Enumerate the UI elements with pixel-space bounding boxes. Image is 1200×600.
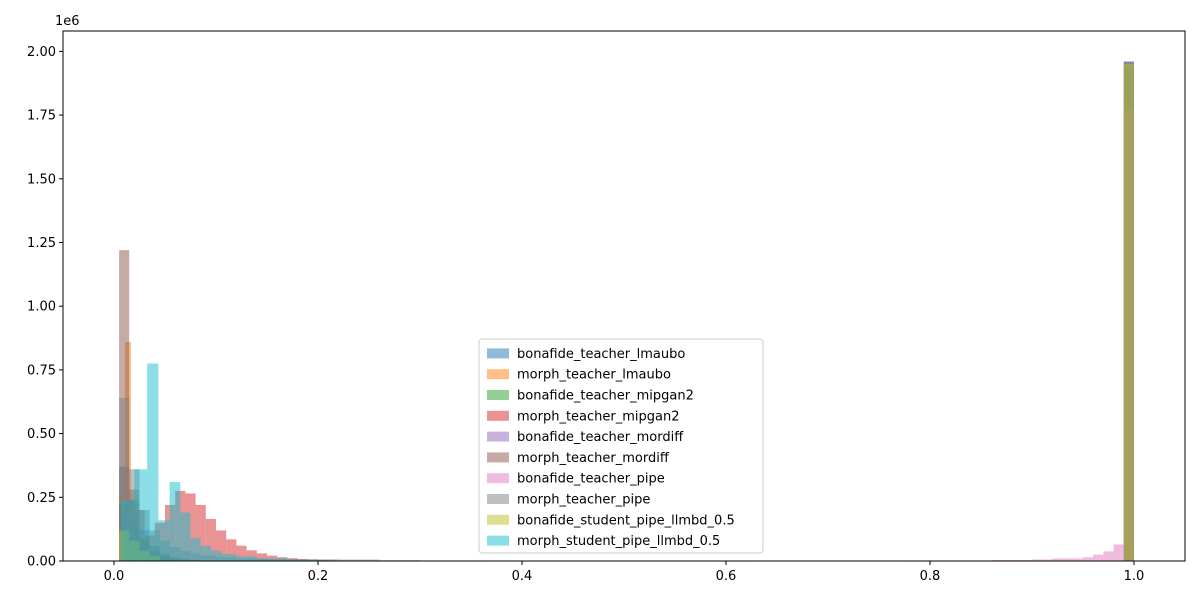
legend-entry: morph_student_pipe_llmbd_0.5 <box>487 534 720 549</box>
histogram-bar <box>195 504 206 561</box>
histogram-bar <box>256 553 267 561</box>
legend-label: morph_teacher_pipe <box>517 493 650 508</box>
legend-swatch <box>487 410 509 421</box>
x-tick-label: 1.0 <box>1124 569 1145 584</box>
legend-entry: bonafide_student_pipe_llmbd_0.5 <box>487 513 735 528</box>
x-axis: 0.0 0.2 0.4 0.6 0.8 1.0 <box>104 561 1145 584</box>
histogram-bar <box>256 558 288 561</box>
histogram-bar <box>1103 551 1114 561</box>
histogram-bar <box>1123 64 1134 562</box>
histogram-bar <box>267 555 278 561</box>
legend-entry: morph_teacher_mordiff <box>487 451 670 466</box>
x-tick-label: 0.4 <box>512 569 533 584</box>
histogram-bar <box>210 550 222 561</box>
legend-swatch <box>487 494 509 504</box>
histogram-bar <box>1093 554 1104 561</box>
legend-swatch <box>487 473 509 484</box>
legend-entry: morph_teacher_pipe <box>487 493 650 508</box>
legend-label: morph_teacher_lmaubo <box>517 368 671 383</box>
histogram-bar <box>287 559 318 561</box>
y-tick-label: 1.75 <box>27 109 56 124</box>
histogram-bar <box>180 512 191 561</box>
histogram-bar <box>158 520 170 561</box>
histogram-bar <box>147 363 159 561</box>
histogram-bar <box>1052 558 1083 561</box>
legend-entry: bonafide_teacher_mipgan2 <box>487 389 694 404</box>
histogram-bar <box>205 518 216 561</box>
legend-label: morph_student_pipe_llmbd_0.5 <box>517 534 720 549</box>
x-tick-label: 0.6 <box>716 569 737 584</box>
legend: bonafide_teacher_lmaubo morph_teacher_lma… <box>478 338 764 554</box>
legend-label: morph_teacher_mipgan2 <box>517 409 680 424</box>
y-tick-label: 1.50 <box>27 172 56 187</box>
legend-entry: bonafide_teacher_pipe <box>487 472 665 487</box>
legend-swatch <box>487 514 509 525</box>
histogram-bar <box>190 538 201 561</box>
histogram-bar <box>169 482 181 561</box>
legend-swatch <box>487 348 509 359</box>
y-axis: 0.00 0.25 0.50 0.75 1.00 1.25 1.50 1.75 2.00 <box>27 45 63 570</box>
legend-swatch <box>487 390 509 400</box>
y-tick-label: 0.25 <box>27 491 56 506</box>
series-morph_student_pipe_llmbd_0.5 <box>121 363 318 561</box>
y-tick-label: 1.25 <box>27 236 56 251</box>
x-tick-label: 0.8 <box>920 569 941 584</box>
bars-layer <box>119 61 1134 562</box>
y-tick-label: 2.00 <box>27 45 56 60</box>
y-tick-label: 0.50 <box>27 427 56 442</box>
legend-swatch <box>487 431 509 442</box>
histogram-bar <box>338 559 380 561</box>
histogram-bar <box>134 469 148 561</box>
legend-label: bonafide_teacher_mipgan2 <box>517 389 694 404</box>
histogram-bar <box>1083 557 1094 561</box>
histogram-bar <box>991 559 1032 561</box>
x-tick-label: 0.2 <box>308 569 329 584</box>
histogram-bar <box>226 539 237 561</box>
histogram-bar <box>121 499 135 561</box>
histogram-bar <box>221 553 237 561</box>
y-axis-scale-label: 1e6 <box>55 14 80 29</box>
y-tick-label: 1.00 <box>27 300 56 315</box>
legend-label: bonafide_student_pipe_llmbd_0.5 <box>517 513 735 528</box>
legend-entry: bonafide_teacher_lmaubo <box>487 347 685 362</box>
x-tick-label: 0.0 <box>104 569 125 584</box>
legend-label: bonafide_teacher_lmaubo <box>517 347 685 362</box>
legend-label: bonafide_teacher_pipe <box>517 472 665 487</box>
legend-swatch <box>487 535 509 546</box>
histogram-bar <box>236 545 247 561</box>
legend-swatch <box>487 369 509 380</box>
plot-frame <box>62 30 1186 562</box>
legend-entry: morph_teacher_lmaubo <box>487 368 671 383</box>
histogram-bar <box>1032 559 1053 561</box>
legend-entry: morph_teacher_mipgan2 <box>487 409 680 424</box>
histogram-bar <box>1113 544 1124 561</box>
histogram-bar <box>236 556 257 561</box>
legend-swatch <box>487 452 509 463</box>
histogram-bar <box>246 550 257 561</box>
legend-label: morph_teacher_mordiff <box>517 451 670 466</box>
y-tick-label: 0.75 <box>27 363 56 378</box>
legend-box <box>478 338 764 554</box>
histogram-bar <box>119 397 130 561</box>
histogram-bar <box>216 530 227 561</box>
legend-label: bonafide_teacher_mordiff <box>517 430 684 445</box>
histogram-bar <box>200 545 211 561</box>
series-bonafide_teacher_pipe <box>726 109 1134 562</box>
legend-entry: bonafide_teacher_mordiff <box>487 430 684 445</box>
y-tick-label: 0.00 <box>27 555 56 570</box>
